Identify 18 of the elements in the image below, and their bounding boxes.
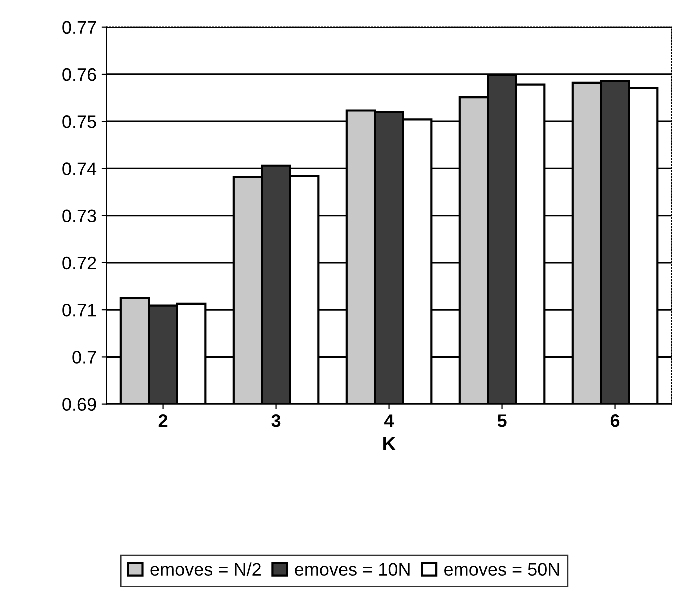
y-tick-label: 0.77 — [62, 21, 96, 34]
y-tick-label: 0.75 — [62, 116, 96, 128]
legend-label: emoves = 10N — [295, 563, 410, 576]
y-tick-label: 0.7 — [72, 351, 96, 364]
x-tick-label: 4 — [384, 414, 394, 428]
legend-label: emoves = 50N — [444, 563, 560, 576]
y-tick-label: 0.76 — [62, 68, 96, 82]
legend-label: emoves = N/2 — [150, 562, 261, 576]
x-tick-label: 5 — [498, 414, 507, 428]
x-tick-label: 3 — [272, 414, 281, 428]
x-tick-label: 6 — [610, 414, 620, 428]
x-tick-label: 2 — [158, 414, 168, 428]
y-tick-label: 0.71 — [62, 304, 96, 317]
y-tick-label: 0.72 — [62, 256, 96, 270]
y-tick-label: 0.74 — [62, 162, 97, 176]
y-tick-label: 0.73 — [62, 210, 96, 223]
x-axis-title: K — [384, 437, 396, 451]
y-tick-label: 0.69 — [62, 398, 96, 412]
